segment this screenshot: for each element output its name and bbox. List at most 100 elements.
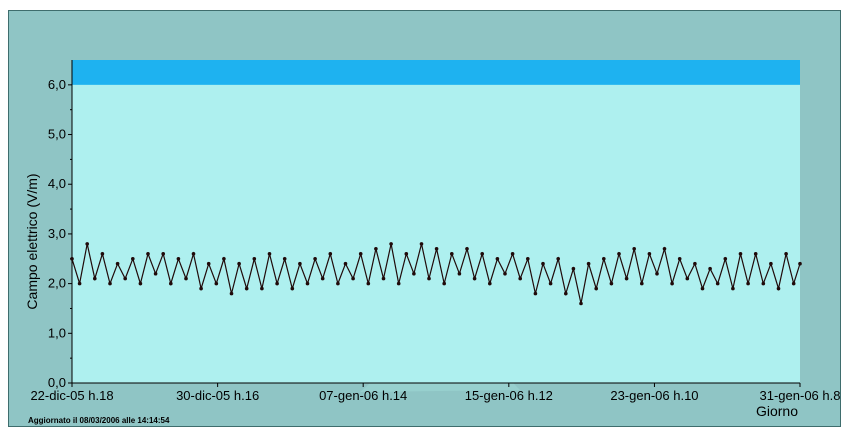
data-point [366,281,371,286]
data-point [548,281,553,286]
data-point [632,247,636,251]
data-point [351,276,355,281]
limit-band [72,60,800,85]
updated-timestamp: Aggiornato il 08/03/2006 alle 14:14:54 [28,416,170,425]
data-point [647,252,652,256]
data-point [738,252,743,256]
data-point [685,276,690,281]
x-tick-label: 30-dic-05 h.16 [176,388,259,403]
data-point [731,286,735,291]
data-point [609,281,614,286]
data-point [769,261,773,266]
data-point [343,261,348,266]
data-point [404,252,409,256]
y-axis-label: Campo elettrico (V/m) [24,173,40,309]
data-point [115,261,120,266]
data-point [244,286,249,291]
x-tick-label: 31-gen-06 h.8 [760,388,841,403]
data-point [495,257,500,261]
y-tick-label: 1,0 [48,325,66,340]
y-tick-label: 2,0 [48,276,66,291]
data-point [275,281,279,286]
data-point [138,281,143,286]
data-point [93,276,97,281]
data-point [510,252,515,256]
data-point [617,252,621,256]
x-tick-label: 23-gen-06 h.10 [610,388,698,403]
y-tick-label: 6,0 [48,77,66,92]
data-point [677,257,682,261]
data-point [252,257,257,261]
data-point [761,281,766,286]
data-point [798,261,802,266]
data-point [77,281,82,286]
x-tick-label: 07-gen-06 h.14 [319,388,407,403]
data-point [381,276,386,281]
data-point [457,271,462,276]
data-point [328,252,333,256]
data-point [85,242,89,246]
data-point [791,281,796,286]
y-axis: 0,0 1,0 2,0 3,0 4,0 5,0 6,0 [48,60,73,390]
data-point [693,261,697,266]
data-point [108,281,112,286]
x-axis-label: Giorno [756,403,798,419]
data-point [199,286,203,291]
data-point [313,257,317,261]
data-point [640,281,644,286]
data-point [336,281,340,286]
data-point [586,261,591,266]
data-point [70,257,74,261]
data-point [229,291,234,296]
y-tick-label: 3,0 [48,226,66,241]
data-point [282,257,287,261]
data-point [624,276,629,281]
data-point [533,291,538,296]
y-tick-label: 4,0 [48,176,66,191]
data-point [715,281,720,286]
y-tick-label: 0,0 [48,375,66,390]
x-tick-label: 15-gen-06 h.12 [465,388,553,403]
data-point [222,257,226,261]
data-point [602,257,606,261]
data-point [412,271,416,276]
data-point [700,286,705,291]
data-point [358,252,363,256]
data-point [526,257,530,261]
data-point [503,271,507,276]
data-point [184,276,188,281]
data-point [396,281,401,286]
data-point [746,281,750,286]
data-point [290,286,295,291]
data-point [161,252,165,256]
data-point [450,252,454,256]
data-point [556,257,560,261]
data-point [708,266,712,271]
data-point [472,276,477,281]
data-point [488,281,492,286]
data-point [753,252,758,256]
data-point [153,271,158,276]
data-point [784,252,788,256]
data-point [419,242,424,246]
data-point [564,291,568,296]
data-point [434,247,439,251]
data-point [518,276,522,281]
data-point [206,261,211,266]
data-point [670,281,674,286]
data-point [214,281,219,286]
data-point [465,247,469,251]
data-point [267,252,272,256]
plot-area [72,60,800,383]
data-point [541,261,545,266]
data-point [427,276,431,281]
data-point [191,252,196,256]
data-point [594,286,598,291]
data-point [374,247,378,251]
data-point [655,271,659,276]
y-tick-label: 5,0 [48,127,66,142]
data-point [480,252,485,256]
data-point [146,252,150,256]
data-point [662,247,667,251]
